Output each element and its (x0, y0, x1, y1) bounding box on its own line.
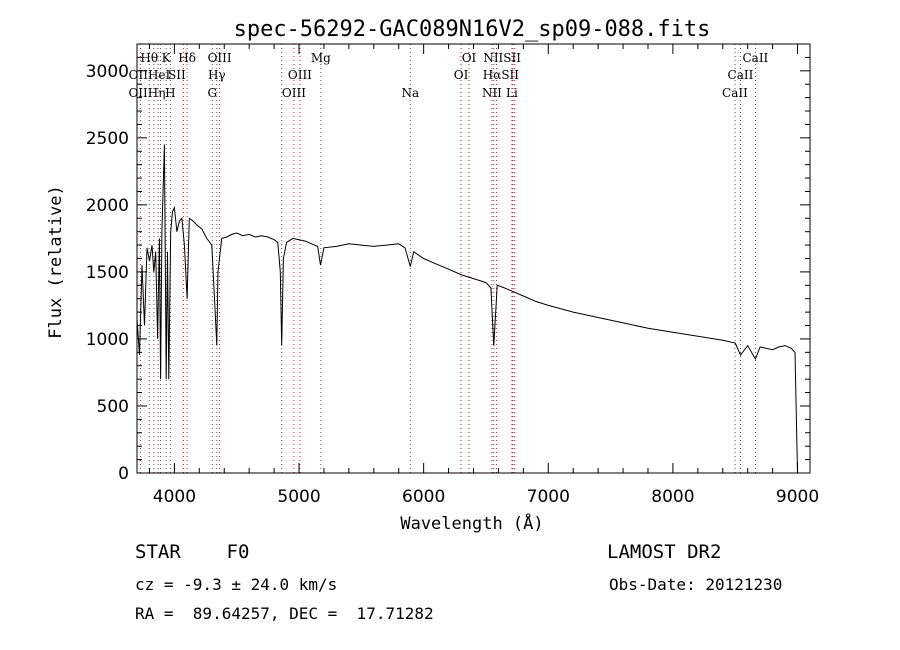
y-tick-label: 3000 (86, 62, 129, 82)
radec-text: RA = 89.64257, DEC = 17.71282 (135, 604, 434, 623)
chart-title: spec-56292-GAC089N16V2_sp09-088.fits (234, 17, 711, 42)
survey-text: LAMOST DR2 (607, 541, 722, 563)
y-tick-label: 2000 (86, 196, 129, 216)
x-tick-label: 7000 (527, 487, 570, 507)
axis-ticks: 4000 5000 6000 7000 8000 9000 0 500 1000 1500 2000… (86, 43, 819, 507)
spectral-line-markers (139, 44, 756, 473)
line-label: CaII (728, 68, 754, 82)
line-label: OIIHη (128, 86, 165, 100)
flux-series (136, 144, 798, 474)
y-tick-label: 0 (118, 464, 129, 484)
line-label: Hθ (140, 51, 158, 65)
line-label: OIII (282, 86, 306, 100)
x-axis-label: Wavelength (Å) (400, 512, 543, 534)
line-label: CaII (722, 86, 748, 100)
y-tick-label: 1500 (86, 263, 129, 283)
line-label: G (207, 86, 217, 100)
cz-text: cz = -9.3 ± 24.0 km/s (135, 575, 338, 594)
line-label: NIISII (483, 51, 521, 65)
x-tick-label: 6000 (402, 487, 445, 507)
flux-line (136, 144, 798, 474)
line-label: SII (168, 68, 186, 82)
line-label: Hγ (208, 68, 226, 82)
y-tick-label: 1000 (86, 330, 129, 350)
x-tick-label: 5000 (277, 487, 320, 507)
class-text: STAR F0 (135, 541, 250, 563)
x-tick-label: 8000 (651, 487, 694, 507)
line-label: Mg (311, 51, 331, 65)
y-axis-label: Flux (relative) (46, 185, 66, 339)
x-tick-label: 4000 (153, 487, 196, 507)
obs-date-text: Obs-Date: 20121230 (609, 575, 783, 594)
y-tick-label: 500 (97, 397, 129, 417)
line-label: NII (482, 86, 502, 100)
line-label: OI (462, 51, 477, 65)
line-label: OIII (208, 51, 232, 65)
line-label: K (162, 51, 172, 65)
line-label: Na (401, 86, 419, 100)
line-label: HαSII (483, 68, 520, 82)
line-label: Hδ (178, 51, 196, 65)
y-tick-label: 2500 (86, 129, 129, 149)
x-tick-label: 9000 (776, 487, 819, 507)
line-label: H (165, 86, 175, 100)
line-label: Li (506, 86, 518, 100)
line-label: OIII (288, 68, 312, 82)
line-label: OIIHeI (129, 68, 171, 82)
line-label: CaII (742, 51, 768, 65)
plot-frame (136, 43, 811, 474)
line-label: OI (454, 68, 469, 82)
